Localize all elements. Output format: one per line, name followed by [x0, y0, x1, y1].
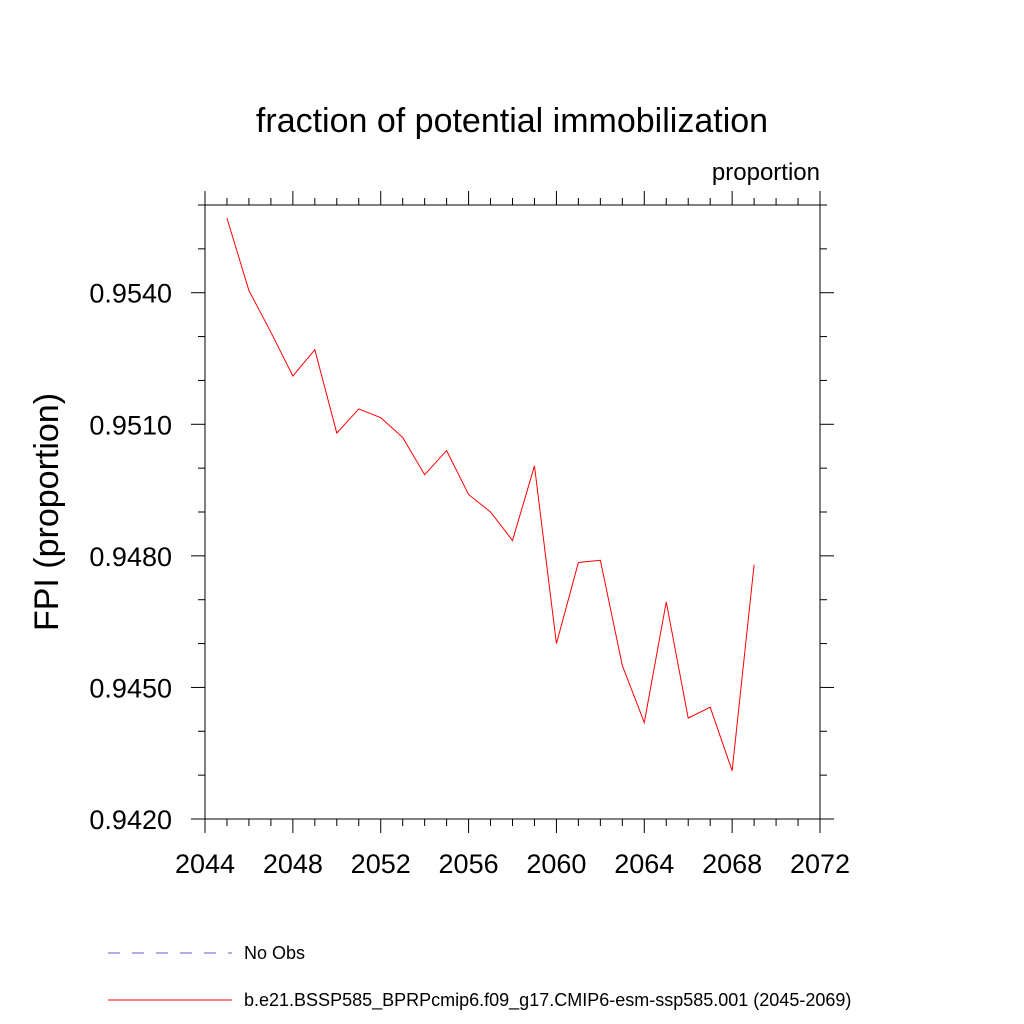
legend-label-model-run: b.e21.BSSP585_BPRPcmip6.f09_g17.CMIP6-es…: [244, 990, 851, 1011]
y-tick-label: 0.9450: [89, 673, 172, 703]
y-axis-label: FPI (proportion): [28, 393, 66, 631]
x-tick-label: 2064: [614, 849, 674, 879]
x-tick-label: 2048: [263, 849, 323, 879]
x-tick-label: 2056: [439, 849, 499, 879]
x-tick-label: 2044: [175, 849, 235, 879]
legend: No Obs b.e21.BSSP585_BPRPcmip6.f09_g17.C…: [108, 943, 851, 1011]
y-tick-labels: 0.9420 0.9450 0.9480 0.9510 0.9540: [89, 279, 172, 835]
plot-frame: [204, 204, 821, 820]
x-tick-labels: 2044 2048 2052 2056 2060 2064 2068 2072: [175, 849, 850, 879]
axis-ticks: [191, 191, 834, 833]
x-tick-label: 2072: [790, 849, 850, 879]
y-tick-label: 0.9510: [89, 410, 172, 440]
units-label: proportion: [712, 159, 820, 186]
series-line-0: [226, 218, 755, 771]
chart-title: fraction of potential immobilization: [256, 102, 768, 140]
y-tick-label: 0.9540: [89, 279, 172, 309]
x-tick-label: 2068: [702, 849, 762, 879]
legend-label-no-obs: No Obs: [244, 943, 305, 963]
y-tick-label: 0.9420: [89, 805, 172, 835]
y-tick-label: 0.9480: [89, 542, 172, 572]
series-layer: [226, 218, 755, 771]
x-tick-label: 2060: [526, 849, 586, 879]
x-tick-label: 2052: [351, 849, 411, 879]
